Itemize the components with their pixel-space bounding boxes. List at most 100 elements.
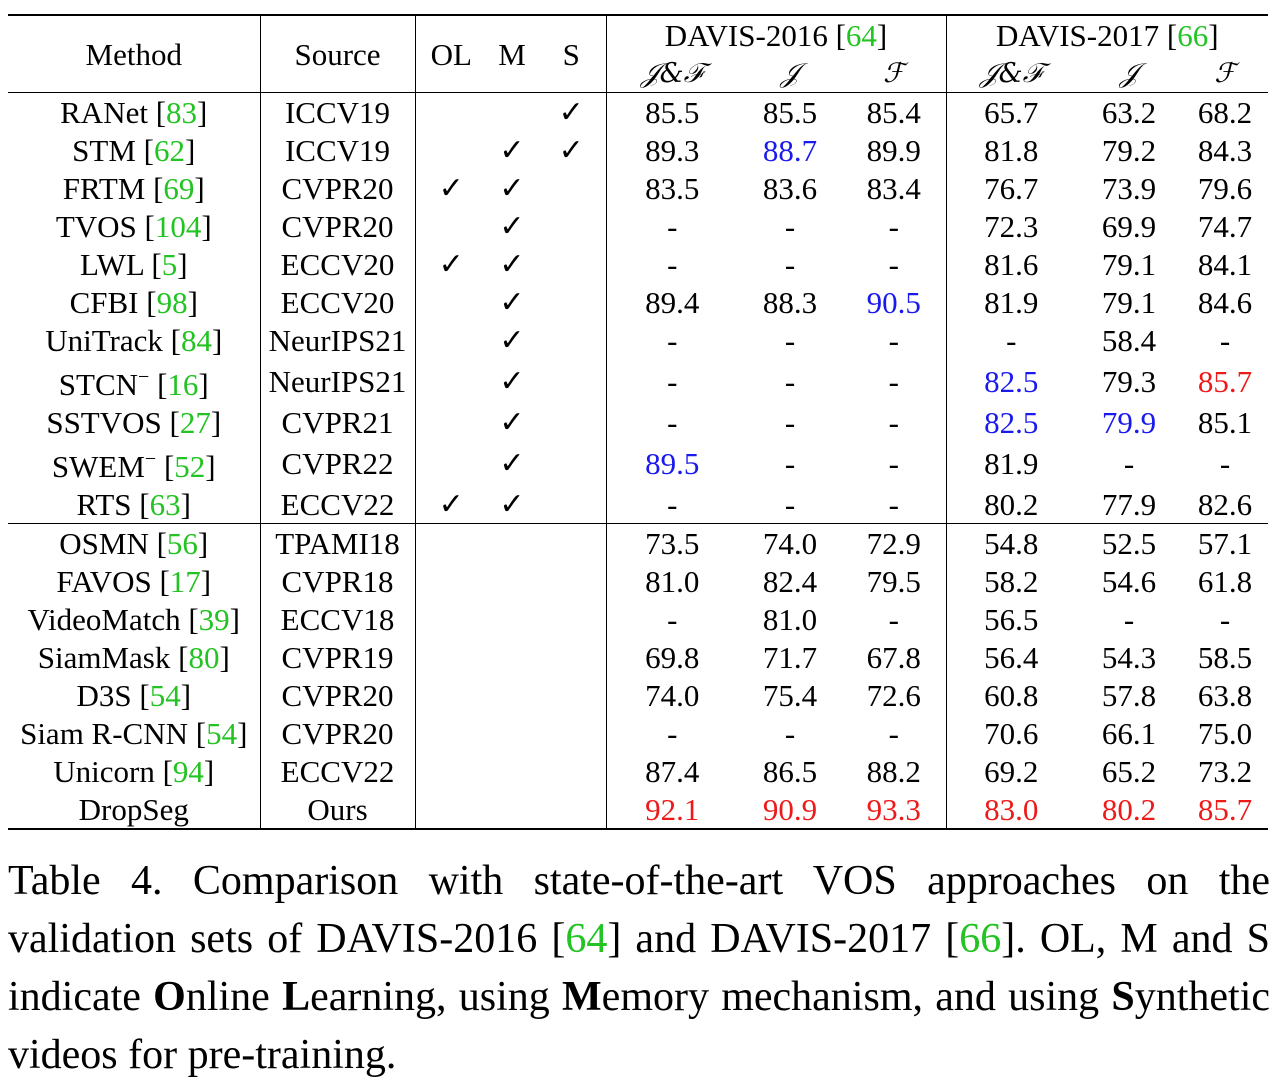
method-name: CFBI xyxy=(69,284,139,320)
davis2016-f-value: 85.4 xyxy=(866,94,921,130)
table-row: D3S [54] CVPR20 74.0 75.4 72.6 60.8 57.8 63.8 xyxy=(8,676,1268,714)
method-citation[interactable]: 63 xyxy=(149,486,181,522)
davis2016-f-value: 93.3 xyxy=(842,790,947,830)
s-check-icon xyxy=(537,638,606,676)
method-citation[interactable]: 54 xyxy=(206,715,238,751)
caption-text-6: emory mechanism, and using xyxy=(601,974,1112,1020)
method-citation[interactable]: 83 xyxy=(166,94,198,130)
ol-check-icon xyxy=(414,441,487,485)
method-name: SSTVOS xyxy=(46,404,162,440)
s-check-icon xyxy=(537,752,606,790)
caption-citation-66[interactable]: 66 xyxy=(959,916,1002,962)
method-name: RTS xyxy=(76,486,132,522)
method-name: UniTrack xyxy=(45,322,163,358)
m-check-icon xyxy=(487,638,537,676)
method-citation[interactable]: 17 xyxy=(169,563,201,599)
ol-check-icon xyxy=(414,523,487,562)
method-name: Unicorn xyxy=(53,753,155,789)
source-cell: CVPR20 xyxy=(259,714,415,752)
davis2016-jf-value: 85.5 xyxy=(605,92,738,131)
davis2016-citation[interactable]: 64 xyxy=(845,17,877,53)
header-d17-jf: 𝒥&ℱ xyxy=(945,54,1077,93)
method-cell: SWEM− [52] xyxy=(51,448,216,484)
method-name: DropSeg xyxy=(78,791,189,827)
caption-text-7: ynthetic videos for pre-training. xyxy=(8,974,1271,1078)
davis2017-j-value: 79.1 xyxy=(1101,284,1157,320)
davis2017-jf-value: 81.6 xyxy=(945,245,1077,283)
method-name: SWEM xyxy=(51,449,145,484)
table-row: UniTrack [84] NeurIPS21 ✓ - - - -58.4- xyxy=(8,321,1268,359)
davis2016-j-value: - xyxy=(784,322,796,358)
s-check-icon xyxy=(537,403,606,441)
header-d17-j: 𝒥 xyxy=(1076,54,1183,93)
method-citation[interactable]: 54 xyxy=(149,677,181,713)
davis2017-f-value: 84.3 xyxy=(1197,132,1253,168)
method-citation[interactable]: 56 xyxy=(166,525,198,561)
table-row: OSMN [56] TPAMI18 73.5 74.0 72.9 54.8 52.5 57.1 xyxy=(8,523,1269,562)
davis2016-jf-value: - xyxy=(605,359,738,403)
method-citation[interactable]: 5 xyxy=(161,246,178,282)
davis2016-j-value: 83.6 xyxy=(762,170,818,206)
method-citation[interactable]: 69 xyxy=(163,170,195,206)
method-name: VideoMatch xyxy=(27,601,181,637)
source-cell: NeurIPS21 xyxy=(259,359,415,403)
davis2017-f-value: 82.6 xyxy=(1197,486,1253,522)
davis2017-j-value: 79.1 xyxy=(1101,246,1157,282)
source-cell: NeurIPS21 xyxy=(259,321,415,359)
caption-citation-64[interactable]: 64 xyxy=(565,916,608,962)
caption-text-1: Table 4. Comparison with state-of-the-ar… xyxy=(8,858,1270,962)
method-citation[interactable]: 39 xyxy=(198,601,230,637)
caption-text-2: ] and DAVIS-2017 [ xyxy=(607,916,960,962)
m-check-icon: ✓ xyxy=(499,246,525,282)
method-superscript: − xyxy=(138,366,150,388)
ol-check-icon xyxy=(414,321,487,359)
davis2017-j-value: 79.2 xyxy=(1101,132,1157,168)
method-citation[interactable]: 27 xyxy=(179,404,211,440)
method-citation[interactable]: 16 xyxy=(167,367,199,402)
header-d16-f: ℱ xyxy=(842,54,947,93)
s-check-icon xyxy=(537,321,606,359)
table-row: DropSeg Ours 92.1 90.9 93.3 83.0 80.2 85.7 xyxy=(8,790,1269,830)
davis2017-citation[interactable]: 66 xyxy=(1177,17,1209,53)
davis2016-jf-value: 89.3 xyxy=(605,131,738,169)
ol-check-icon xyxy=(414,676,487,714)
method-citation[interactable]: 62 xyxy=(154,132,185,168)
davis2016-j-value: 74.0 xyxy=(738,523,842,562)
header-d17-f: ℱ xyxy=(1182,54,1269,93)
m-check-icon: ✓ xyxy=(499,170,525,206)
s-check-icon xyxy=(537,169,606,207)
ol-check-icon xyxy=(414,207,487,245)
davis2016-f-value: - xyxy=(888,486,899,522)
method-cell: LWL [5] xyxy=(79,246,188,282)
table-body: RANet [83] ICCV19 ✓ 85.5 85.5 85.4 65.7 63.2 68.… xyxy=(8,92,1269,830)
method-citation[interactable]: 84 xyxy=(180,322,212,358)
caption-text-5: earning, using xyxy=(310,974,563,1020)
davis2017-jf-value: 69.2 xyxy=(945,752,1077,790)
method-cell: VideoMatch [39] xyxy=(27,601,241,637)
method-name: STM xyxy=(72,132,136,168)
m-check-icon: ✓ xyxy=(499,445,525,481)
method-citation[interactable]: 52 xyxy=(174,449,206,484)
caption-bold-l: L xyxy=(282,974,311,1020)
method-cell: STCN− [16] xyxy=(58,366,209,402)
method-citation[interactable]: 104 xyxy=(154,208,202,244)
method-citation[interactable]: 80 xyxy=(188,639,220,675)
method-cell: RANet [83] xyxy=(60,94,208,130)
method-citation[interactable]: 98 xyxy=(156,284,188,320)
davis2017-j-value: - xyxy=(1123,445,1135,481)
davis2017-jf-value: 60.8 xyxy=(945,676,1077,714)
davis2016-f-value: 83.4 xyxy=(866,170,921,206)
caption-bold-s: S xyxy=(1111,974,1135,1020)
method-cell: TVOS [104] xyxy=(55,208,212,244)
s-check-icon: ✓ xyxy=(558,132,584,168)
davis2017-f-value: 58.5 xyxy=(1197,639,1253,675)
davis2016-j-value: 81.0 xyxy=(762,601,818,637)
davis2017-j-value: 65.2 xyxy=(1101,753,1157,789)
davis2016-jf-value: - xyxy=(605,321,738,359)
method-name: FAVOS xyxy=(56,563,152,599)
davis2016-f-value: - xyxy=(888,208,899,244)
davis2017-jf-value: 65.7 xyxy=(945,92,1077,131)
m-check-icon xyxy=(487,562,537,600)
method-citation[interactable]: 94 xyxy=(172,753,204,789)
